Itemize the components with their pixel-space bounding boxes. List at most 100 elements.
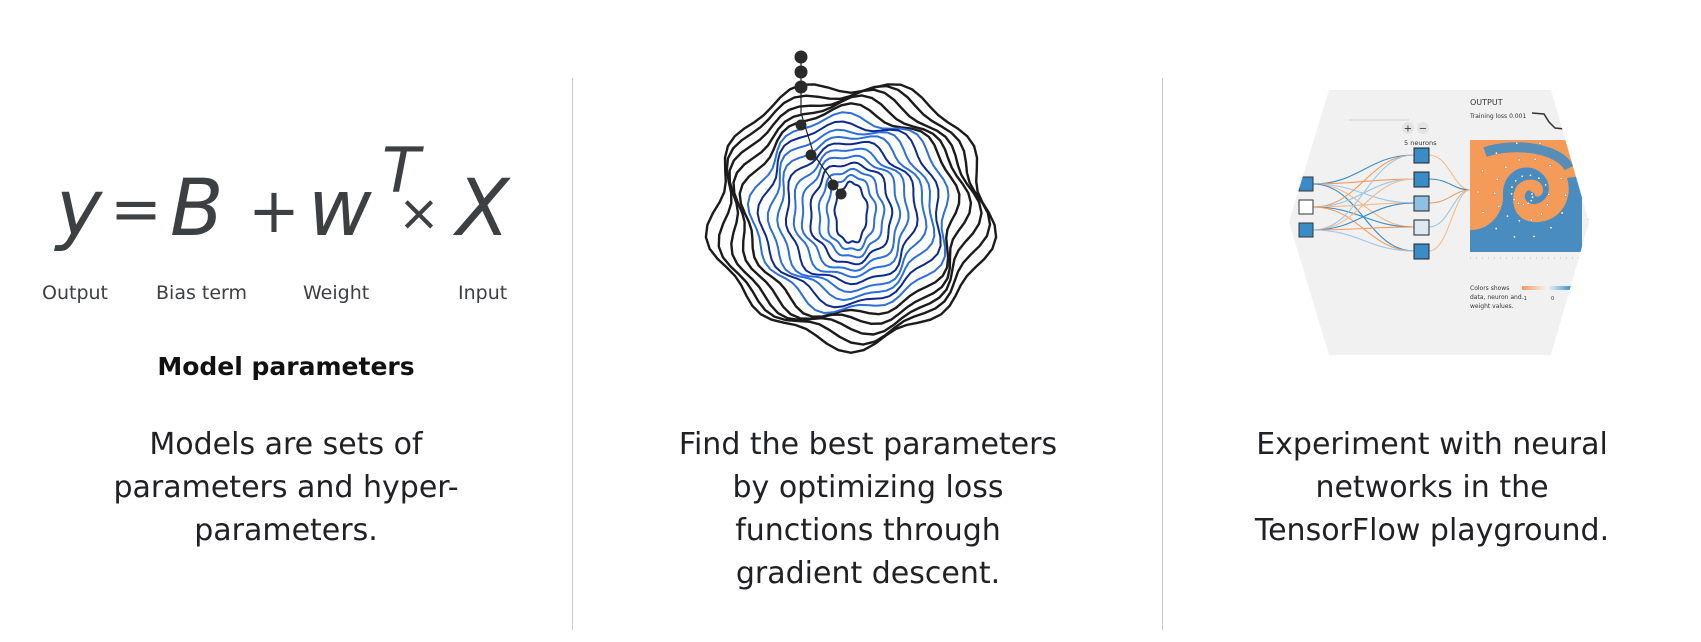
data-point — [1559, 177, 1563, 180]
network-connection — [1428, 154, 1471, 191]
input-node — [1298, 199, 1314, 215]
data-point — [1494, 227, 1498, 230]
caption-model: Models are sets of parameters and hyper-… — [56, 423, 516, 552]
formula-transpose: T — [382, 134, 420, 207]
caption-descent: Find the best parameters by optimizing l… — [613, 423, 1123, 595]
contour-line — [800, 154, 902, 272]
data-point — [1510, 192, 1513, 196]
data-point — [1549, 226, 1553, 230]
formula-equals: = — [110, 172, 162, 245]
descent-point — [835, 188, 847, 200]
descent-point — [795, 119, 807, 131]
panel-gradient-descent: Find the best parameters by optimizing l… — [573, 0, 1162, 642]
contour-line — [732, 94, 973, 326]
contour-line — [766, 128, 936, 302]
data-point — [1530, 192, 1534, 196]
caption-descent-line: gradient descent. — [735, 556, 1001, 591]
input-node — [1298, 176, 1314, 192]
contour-line — [756, 120, 942, 309]
caption-playground: Experiment with neural networks in the T… — [1163, 423, 1701, 552]
data-point — [1506, 214, 1509, 218]
data-point — [1495, 177, 1499, 181]
network-connection — [1312, 178, 1415, 231]
column-divider — [1162, 78, 1163, 630]
contour-line — [809, 161, 894, 266]
model-parameters-title: Model parameters — [157, 352, 415, 381]
data-point — [1493, 191, 1497, 195]
model-formula: y = B + w T × X — [0, 118, 572, 268]
network-connection — [1312, 226, 1415, 231]
data-point — [1520, 175, 1524, 178]
data-point — [1481, 169, 1484, 173]
data-point — [1533, 157, 1537, 161]
caption-descent-line: Find the best parameters — [678, 427, 1058, 462]
descent-path — [794, 50, 847, 200]
data-point — [1510, 185, 1514, 189]
data-point — [1532, 235, 1536, 238]
data-point — [1514, 179, 1517, 183]
contour-lines — [704, 83, 998, 355]
formula-w: w — [308, 164, 372, 254]
label-input: Input — [458, 282, 508, 304]
formula-y: y — [56, 164, 103, 254]
data-point — [1564, 194, 1567, 197]
data-point — [1529, 199, 1533, 202]
data-point — [1538, 141, 1542, 145]
color-scale-bar — [1522, 286, 1572, 290]
panel-playground: + − 5 neurons OUTPUT Training loss 0.001… — [1163, 0, 1701, 642]
contour-line — [833, 180, 869, 244]
network-connection — [1312, 202, 1415, 231]
colors-note-line: weight values. — [1470, 303, 1514, 310]
data-point — [1481, 211, 1485, 214]
caption-descent-line: functions through — [735, 513, 1001, 548]
data-point — [1544, 183, 1547, 187]
label-bias-term: Bias term — [156, 282, 248, 304]
descent-point — [794, 50, 808, 64]
contour-line — [717, 84, 992, 346]
data-point — [1515, 141, 1519, 145]
output-title: OUTPUT — [1470, 98, 1503, 107]
minus-icon: − — [1419, 124, 1427, 135]
data-point — [1548, 164, 1552, 167]
add-neuron-icon[interactable] — [1402, 122, 1414, 134]
data-point — [1495, 151, 1498, 155]
data-point — [1522, 203, 1525, 206]
network-connection — [1312, 154, 1415, 208]
descent-point — [794, 80, 808, 94]
data-point — [1512, 198, 1516, 201]
network-connection — [1428, 189, 1471, 252]
formula-b: B — [170, 164, 224, 254]
network-connection — [1312, 229, 1415, 252]
loss-contour-illustration — [704, 50, 998, 355]
remove-neuron-icon[interactable] — [1417, 122, 1429, 134]
contour-line — [792, 147, 910, 279]
data-point — [1529, 174, 1532, 177]
neurons-count: 5 neurons — [1404, 139, 1437, 147]
plus-icon: + — [1404, 124, 1412, 135]
formula-x: X — [456, 164, 510, 254]
column-divider — [572, 78, 573, 630]
formula-times: × — [398, 184, 440, 242]
caption-model-line: Models are sets of — [149, 427, 423, 462]
descent-point — [794, 65, 808, 79]
hidden-neurons — [1413, 147, 1430, 260]
network-connection — [1312, 154, 1415, 185]
descent-point — [805, 149, 817, 161]
caption-playground-line: networks in the — [1315, 470, 1549, 505]
caption-model-line: parameters. — [194, 513, 378, 548]
data-point — [1547, 193, 1551, 196]
training-loss: Training loss 0.001 — [1469, 113, 1526, 120]
colors-note-line: data, neuron and — [1470, 294, 1522, 301]
contour-line — [784, 140, 919, 286]
spiral-region — [1470, 167, 1582, 252]
colors-note-line: Colors shows — [1470, 285, 1509, 292]
caption-descent-line: by optimizing loss — [732, 470, 1004, 505]
label-output: Output — [42, 282, 108, 304]
color-scale-min: -1 — [1522, 296, 1527, 302]
data-point — [1560, 211, 1564, 215]
contour-line — [728, 88, 983, 336]
caption-playground-line: TensorFlow playground. — [1254, 513, 1610, 548]
data-point — [1497, 205, 1500, 208]
playground-illustration: + − 5 neurons OUTPUT Training loss 0.001… — [1289, 90, 1589, 355]
panel-model-parameters: y = B + w T × X Output Bias term Weight … — [0, 0, 572, 642]
